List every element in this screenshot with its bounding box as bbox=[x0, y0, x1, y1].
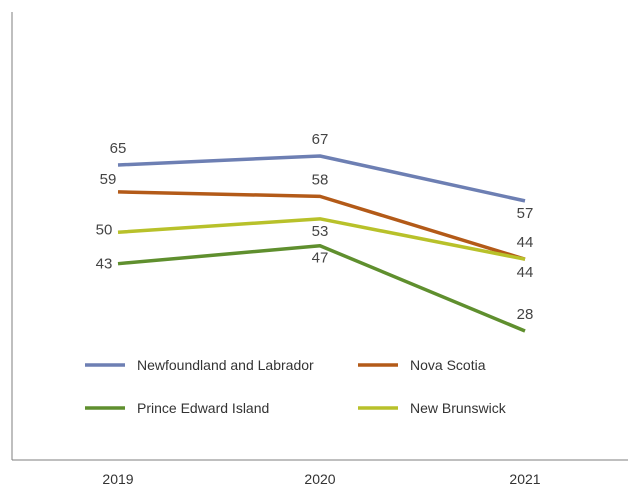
data-label: 28 bbox=[517, 306, 534, 323]
x-tick-label: 2020 bbox=[304, 471, 335, 487]
data-label: 58 bbox=[312, 171, 329, 188]
series-layer: 65 67 57 59 58 44 43 47 28 50 53 44 bbox=[96, 131, 534, 333]
series-line-3 bbox=[117, 243, 526, 333]
series-line-2 bbox=[117, 190, 526, 261]
series-line-4 bbox=[117, 217, 526, 261]
data-label: 44 bbox=[517, 264, 534, 281]
legend: Newfoundland and Labrador Nova Scotia Prin… bbox=[85, 357, 507, 416]
legend-label: Nova Scotia bbox=[410, 357, 486, 373]
legend-label: New Brunswick bbox=[410, 400, 507, 416]
legend-label: Prince Edward Island bbox=[137, 400, 269, 416]
data-label: 59 bbox=[100, 171, 117, 188]
data-label: 67 bbox=[312, 131, 329, 148]
data-label: 43 bbox=[96, 256, 113, 273]
data-label: 53 bbox=[312, 223, 329, 240]
data-label: 65 bbox=[110, 140, 127, 157]
data-label: 47 bbox=[312, 250, 329, 267]
data-label: 50 bbox=[96, 221, 113, 238]
data-label: 57 bbox=[517, 205, 534, 222]
x-tick-label: 2021 bbox=[509, 471, 540, 487]
legend-label: Newfoundland and Labrador bbox=[137, 357, 314, 373]
series-line-1 bbox=[117, 154, 526, 203]
x-tick-label: 2019 bbox=[102, 471, 133, 487]
data-label: 44 bbox=[517, 234, 534, 251]
x-tick-labels: 2019 2020 2021 bbox=[102, 471, 540, 487]
